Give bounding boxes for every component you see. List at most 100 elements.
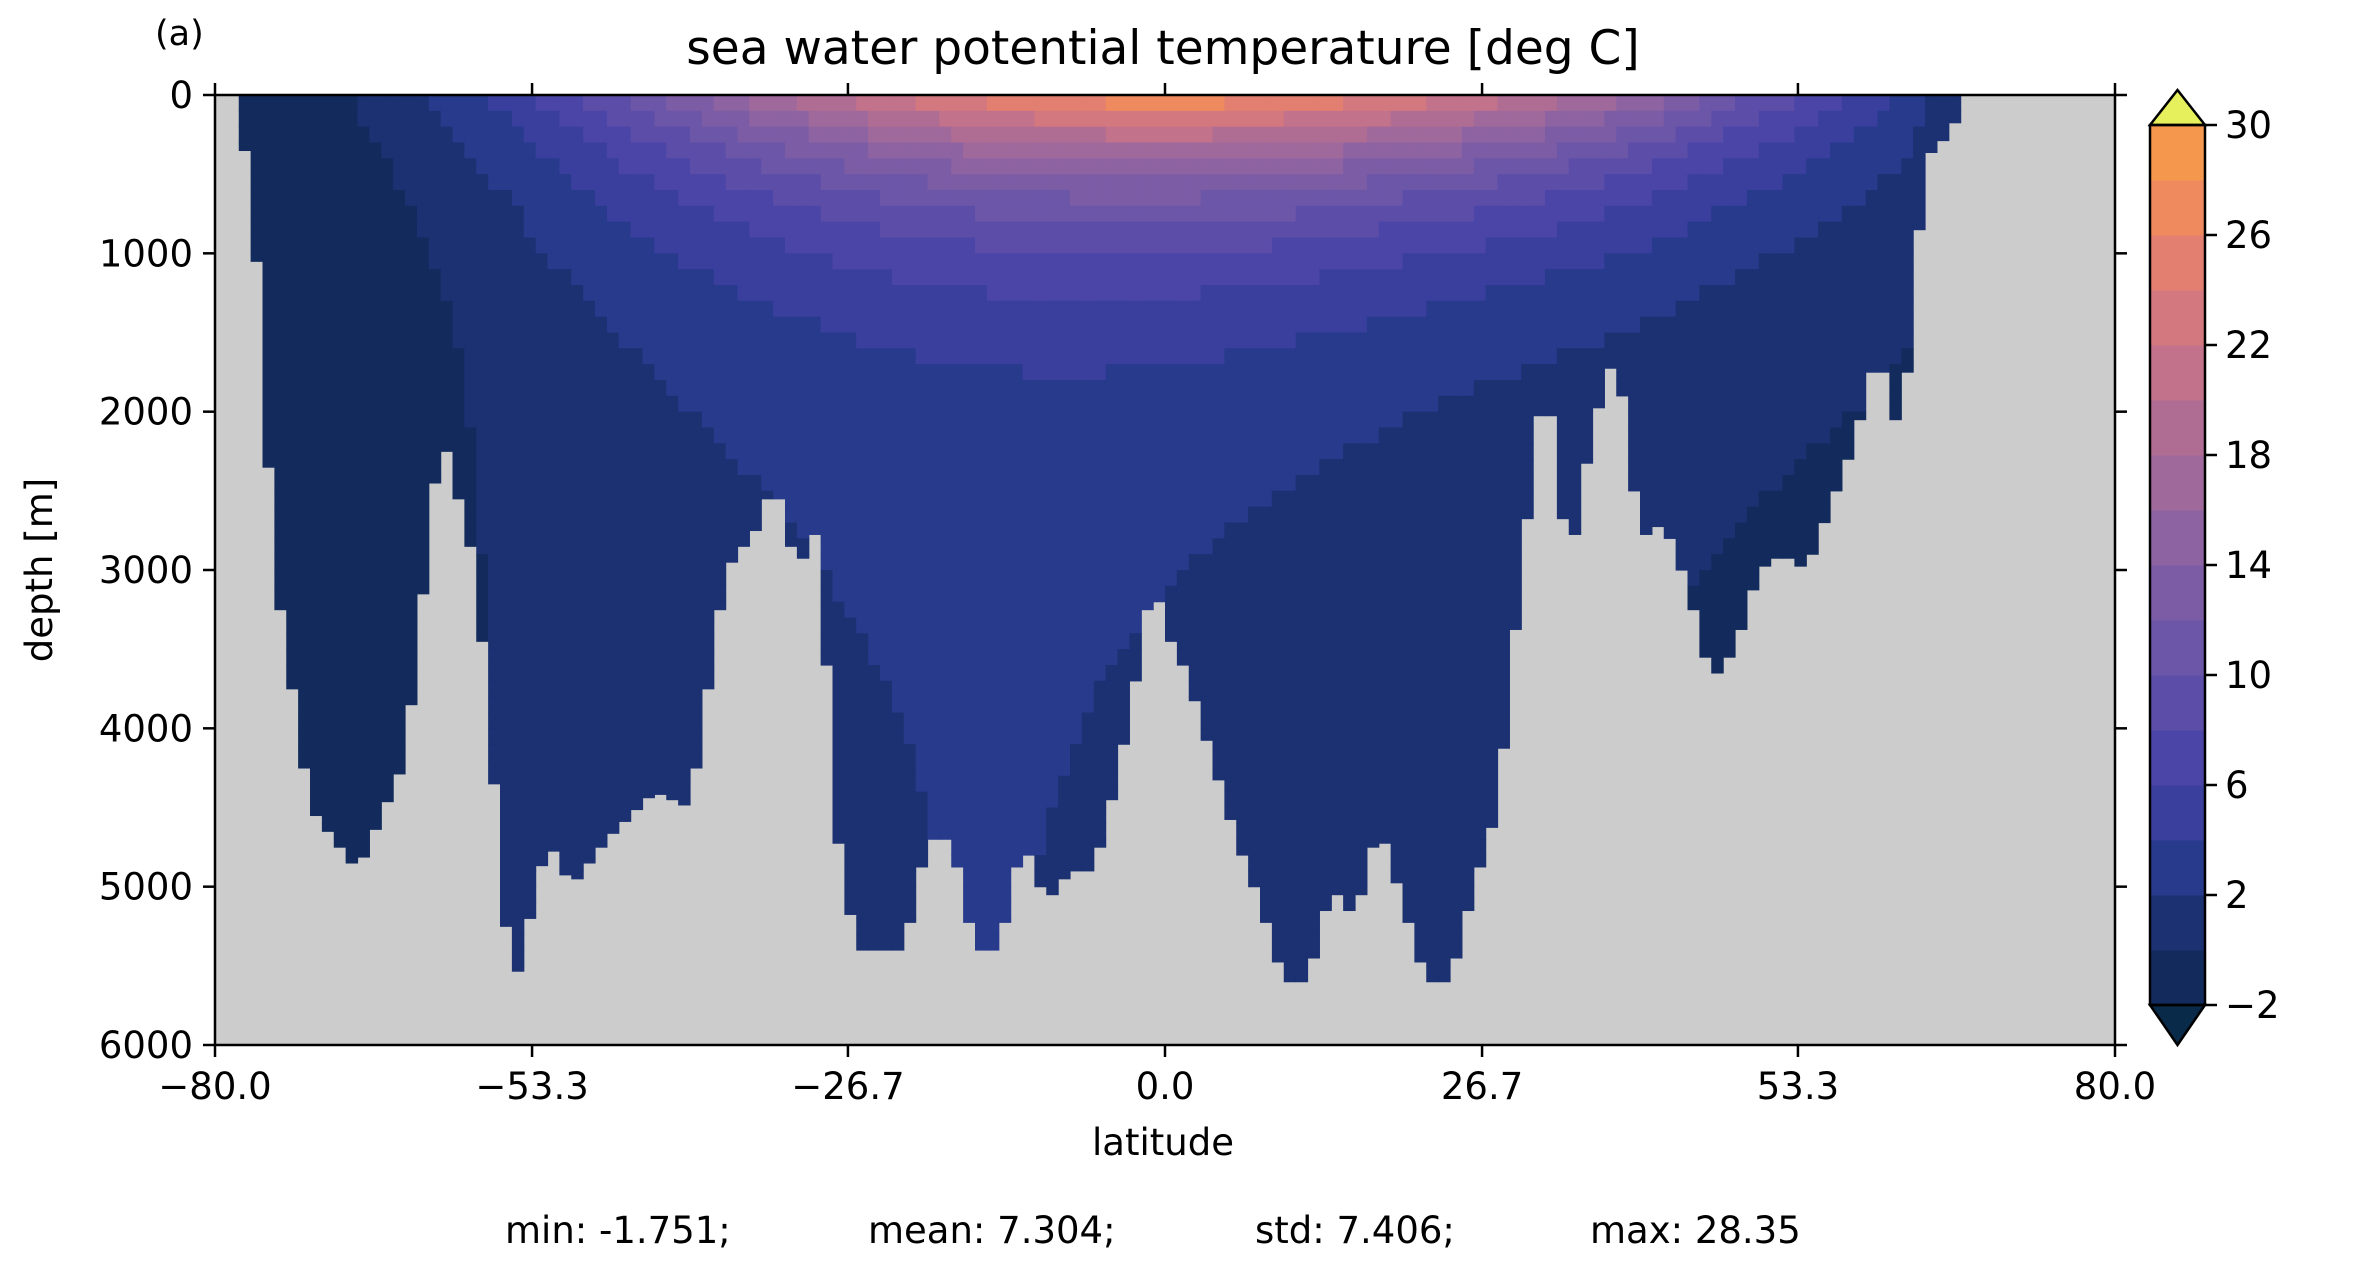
field-cell: [1402, 665, 1415, 682]
field-cell: [1058, 174, 1071, 191]
panel-label: (a): [155, 14, 204, 54]
field-cell: [1533, 300, 1546, 318]
field-cell: [381, 174, 394, 191]
field-cell: [1212, 490, 1225, 508]
field-cell: [1426, 807, 1439, 824]
field-cell: [856, 934, 869, 951]
field-cell: [856, 886, 869, 904]
field-cell: [476, 348, 489, 365]
field-cell: [927, 712, 940, 729]
field-cell: [1058, 142, 1071, 159]
field-cell: [844, 760, 857, 777]
field-cell: [547, 475, 560, 492]
field-cell: [963, 475, 976, 492]
field-cell: [1058, 839, 1071, 856]
field-cell: [1034, 554, 1047, 571]
field-cell: [286, 126, 299, 144]
field-cell: [832, 316, 845, 334]
field-cell: [250, 237, 264, 254]
field-cell: [773, 348, 786, 365]
field-cell: [1188, 364, 1202, 381]
field-cell: [1070, 712, 1083, 729]
field-cell: [701, 237, 715, 254]
field-cell: [1129, 348, 1142, 365]
field-cell: [500, 585, 513, 603]
field-cell: [1390, 680, 1404, 698]
field-cell: [535, 570, 549, 587]
field-cell: [630, 316, 644, 334]
field-cell: [701, 158, 715, 175]
field-cell: [880, 807, 893, 824]
field-cell: [1046, 443, 1059, 460]
field-cell: [1366, 601, 1380, 619]
field-cell: [927, 665, 940, 682]
field-cell: [310, 570, 323, 587]
field-cell: [963, 538, 976, 555]
field-cell: [464, 475, 477, 492]
field-cell: [701, 285, 715, 302]
field-cell: [1461, 395, 1475, 413]
field-cell: [963, 253, 976, 270]
field-cell: [1117, 427, 1130, 444]
field-cell: [630, 300, 644, 318]
field-cell: [1343, 617, 1356, 634]
field-cell: [630, 459, 644, 476]
field-cell: [618, 316, 632, 334]
field-cell: [903, 886, 917, 904]
field-cell: [618, 110, 632, 128]
field-cell: [630, 665, 644, 682]
field-cell: [1093, 174, 1107, 191]
field-cell: [1236, 285, 1249, 302]
field-cell: [405, 300, 418, 318]
field-cell: [1343, 395, 1356, 413]
field-cell: [1378, 680, 1392, 698]
field-cell: [321, 475, 335, 492]
field-cell: [606, 332, 620, 349]
field-cell: [1485, 110, 1499, 128]
field-cell: [891, 554, 905, 571]
field-cell: [1414, 585, 1427, 603]
field-cell: [1271, 158, 1285, 175]
field-cell: [571, 649, 584, 666]
field-cell: [1034, 174, 1047, 191]
field-cell: [1533, 190, 1546, 207]
field-cell: [1248, 665, 1261, 682]
field-cell: [1509, 475, 1522, 492]
field-cell: [832, 696, 845, 714]
field-cell: [891, 570, 905, 587]
field-cell: [1628, 158, 1641, 175]
field-cell: [785, 142, 798, 159]
field-cell: [357, 300, 370, 318]
field-cell: [1295, 554, 1309, 571]
field-cell: [915, 205, 929, 223]
field-cell: [1248, 411, 1261, 429]
field-cell: [1070, 506, 1083, 524]
field-cell: [927, 395, 940, 413]
field-cell: [286, 490, 299, 508]
field-cell: [868, 728, 881, 745]
field-cell: [868, 570, 881, 587]
field-cell: [1521, 475, 1534, 492]
field-cell: [1616, 285, 1629, 302]
field-cell: [1438, 332, 1451, 349]
field-cell: [1070, 126, 1083, 144]
field-cell: [488, 680, 501, 698]
field-cell: [1271, 174, 1285, 191]
field-cell: [951, 601, 964, 619]
field-cell: [868, 205, 881, 223]
field-cell: [333, 95, 347, 112]
field-cell: [1141, 380, 1154, 397]
field-cell: [405, 158, 418, 175]
field-cell: [1331, 839, 1344, 856]
field-cell: [1307, 601, 1320, 619]
field-cell: [844, 886, 857, 904]
field-cell: [1545, 364, 1558, 381]
field-cell: [1141, 364, 1154, 381]
field-cell: [595, 190, 608, 207]
field-cell: [820, 506, 834, 524]
field-cell: [1485, 490, 1499, 508]
field-cell: [476, 633, 489, 642]
field-cell: [761, 142, 774, 159]
field-cell: [310, 696, 323, 714]
